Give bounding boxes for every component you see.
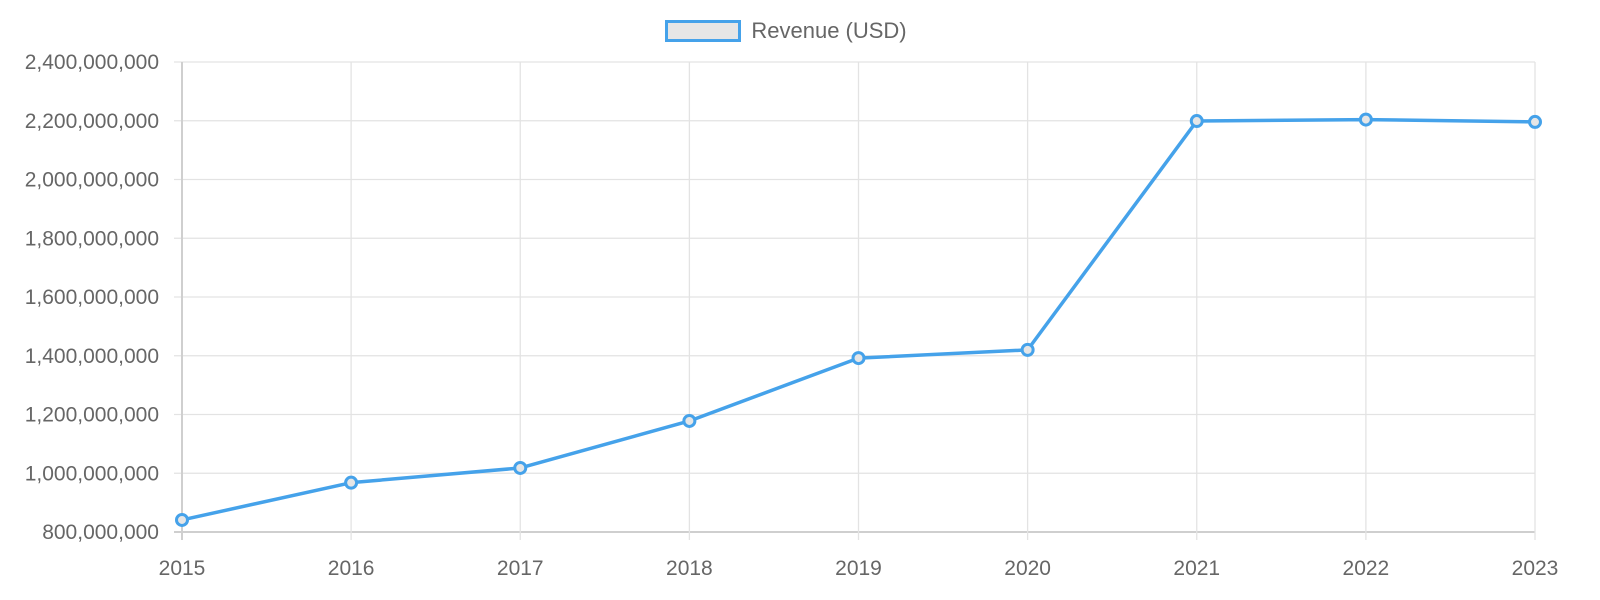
legend-swatch[interactable]: [665, 20, 742, 42]
y-tick-label: 1,800,000,000: [25, 227, 159, 250]
data-point[interactable]: [1189, 114, 1204, 129]
data-point[interactable]: [851, 351, 866, 366]
x-tick-label: 2018: [666, 557, 713, 580]
data-point[interactable]: [1528, 114, 1542, 129]
x-tick-label: 2020: [1004, 557, 1051, 580]
data-point[interactable]: [1358, 112, 1373, 127]
legend-label[interactable]: Revenue (USD): [751, 18, 907, 43]
data-point[interactable]: [513, 460, 528, 475]
x-tick-label: 2022: [1343, 557, 1390, 580]
x-tick-label: 2016: [328, 557, 375, 580]
y-tick-label: 2,000,000,000: [25, 169, 159, 192]
y-tick-label: 1,600,000,000: [25, 286, 159, 309]
x-tick-label: 2015: [159, 557, 206, 580]
data-point[interactable]: [175, 512, 189, 527]
y-tick-label: 800,000,000: [42, 521, 159, 544]
chart-legend[interactable]: Revenue (USD): [0, 18, 1600, 44]
grid-lines: [174, 61, 1536, 540]
x-axis-ticks: 2015 2016 2017 2018 2019 2020 2021 2022 2023: [159, 557, 1559, 580]
x-tick-label: 2017: [497, 557, 544, 580]
x-tick-label: 2021: [1173, 557, 1220, 580]
data-point[interactable]: [344, 475, 359, 490]
y-tick-label: 1,000,000,000: [25, 462, 159, 485]
y-axis-ticks: 800,000,000 1,000,000,000 1,200,000,000 1,4…: [25, 51, 159, 544]
y-tick-label: 2,200,000,000: [25, 110, 159, 133]
data-series: [175, 112, 1542, 527]
y-tick-label: 1,400,000,000: [25, 345, 159, 368]
y-tick-label: 2,400,000,000: [25, 51, 159, 74]
y-tick-label: 1,200,000,000: [25, 404, 159, 427]
data-point[interactable]: [1020, 342, 1035, 357]
x-tick-label: 2023: [1512, 557, 1559, 580]
data-point[interactable]: [682, 413, 697, 428]
x-tick-label: 2019: [835, 557, 882, 580]
